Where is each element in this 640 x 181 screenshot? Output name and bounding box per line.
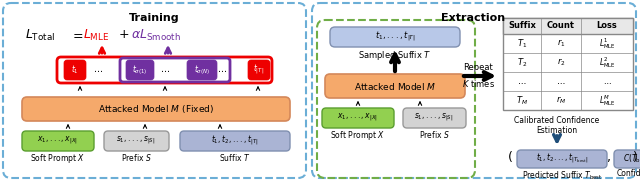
FancyBboxPatch shape [104, 131, 169, 151]
Text: $t_{|T|}$: $t_{|T|}$ [253, 63, 264, 77]
Text: $K$ times: $K$ times [461, 78, 495, 89]
Text: Training: Training [129, 13, 179, 23]
Text: Repeat: Repeat [463, 63, 493, 72]
FancyBboxPatch shape [22, 97, 290, 121]
Text: Extraction: Extraction [441, 13, 505, 23]
FancyBboxPatch shape [64, 60, 86, 80]
Text: $t_1$: $t_1$ [71, 64, 79, 76]
Bar [503, 18, 633, 34]
Text: $r_2$: $r_2$ [557, 57, 565, 68]
Text: $=$: $=$ [70, 28, 84, 41]
FancyBboxPatch shape [325, 74, 465, 98]
Text: Predicted Suffix $T_{\mathrm{best}}$: Predicted Suffix $T_{\mathrm{best}}$ [522, 169, 602, 181]
Text: $\cdots$: $\cdots$ [556, 77, 566, 86]
Text: $\cdots$: $\cdots$ [517, 77, 527, 86]
Text: Suffix: Suffix [508, 22, 536, 31]
FancyBboxPatch shape [330, 27, 460, 47]
Text: Prefix $S$: Prefix $S$ [419, 129, 449, 140]
Text: Sampled Suffix $T$: Sampled Suffix $T$ [358, 49, 432, 62]
Text: Calibrated Confidence
Estimation: Calibrated Confidence Estimation [515, 116, 600, 135]
Text: $T_2$: $T_2$ [517, 56, 527, 69]
Text: Soft Prompt $X$: Soft Prompt $X$ [330, 129, 385, 142]
Text: $\mathit{L}_{\mathrm{Total}}$: $\mathit{L}_{\mathrm{Total}}$ [25, 28, 55, 43]
Text: $C(T_{\mathrm{best}})$: $C(T_{\mathrm{best}})$ [623, 153, 640, 165]
FancyBboxPatch shape [180, 131, 290, 151]
Text: $s_1,...,s_{|S|}$: $s_1,...,s_{|S|}$ [414, 112, 454, 124]
FancyBboxPatch shape [322, 108, 394, 128]
Text: $L^2_{\mathrm{MLE}}$: $L^2_{\mathrm{MLE}}$ [598, 55, 616, 70]
Text: $t_{\sigma(1)}$: $t_{\sigma(1)}$ [132, 63, 148, 77]
Text: (: ( [508, 150, 513, 163]
FancyBboxPatch shape [22, 131, 94, 151]
Text: $t_1,t_2...,t_{|T_{\mathrm{best}}|}$: $t_1,t_2...,t_{|T_{\mathrm{best}}|}$ [536, 152, 588, 166]
Text: $r_1$: $r_1$ [557, 38, 565, 49]
Text: ,: , [607, 150, 611, 163]
Text: Soft Prompt $X$: Soft Prompt $X$ [31, 152, 86, 165]
Text: $\cdots$: $\cdots$ [160, 66, 170, 75]
Text: $\cdots$: $\cdots$ [217, 66, 227, 75]
Text: Prefix $S$: Prefix $S$ [120, 152, 152, 163]
Text: $T_1$: $T_1$ [517, 37, 527, 50]
Text: $t_{\sigma(N)}$: $t_{\sigma(N)}$ [194, 63, 210, 77]
Text: Attacked Model $M$ (Fixed): Attacked Model $M$ (Fixed) [98, 103, 214, 115]
Text: $t_1,t_2,...,t_{|T|}$: $t_1,t_2,...,t_{|T|}$ [211, 134, 259, 148]
Text: $r_M$: $r_M$ [556, 95, 566, 106]
Text: $\mathit{L}_{\mathrm{MLE}}$: $\mathit{L}_{\mathrm{MLE}}$ [83, 28, 109, 43]
Text: Attacked Model $M$: Attacked Model $M$ [354, 81, 436, 92]
Bar [503, 18, 633, 110]
Text: Loss: Loss [596, 22, 618, 31]
Text: $+$: $+$ [118, 28, 129, 41]
FancyBboxPatch shape [187, 60, 217, 80]
Text: $L^1_{\mathrm{MLE}}$: $L^1_{\mathrm{MLE}}$ [598, 36, 616, 51]
Text: Count: Count [547, 22, 575, 31]
Text: Suffix $T$: Suffix $T$ [220, 152, 251, 163]
Text: $\alpha \mathit{L}_{\mathrm{Smooth}}$: $\alpha \mathit{L}_{\mathrm{Smooth}}$ [131, 28, 181, 43]
FancyBboxPatch shape [614, 150, 640, 168]
Text: $T_M$: $T_M$ [516, 94, 528, 107]
Text: $x_1,...,x_{|X|}$: $x_1,...,x_{|X|}$ [337, 112, 378, 124]
Text: $\cdots$: $\cdots$ [603, 77, 611, 86]
Text: Confidence: Confidence [616, 169, 640, 178]
FancyBboxPatch shape [126, 60, 154, 80]
Text: $L^M_{\mathrm{MLE}}$: $L^M_{\mathrm{MLE}}$ [598, 93, 616, 108]
FancyBboxPatch shape [248, 60, 270, 80]
Text: ): ) [633, 150, 638, 163]
Text: $t_1,...,t_{|T|}$: $t_1,...,t_{|T|}$ [374, 30, 415, 44]
Text: $\cdots$: $\cdots$ [93, 66, 103, 75]
FancyBboxPatch shape [403, 108, 466, 128]
FancyBboxPatch shape [517, 150, 607, 168]
Text: $x_1,...,x_{|X|}$: $x_1,...,x_{|X|}$ [38, 135, 79, 147]
Text: $s_1,...,s_{|S|}$: $s_1,...,s_{|S|}$ [116, 135, 156, 147]
